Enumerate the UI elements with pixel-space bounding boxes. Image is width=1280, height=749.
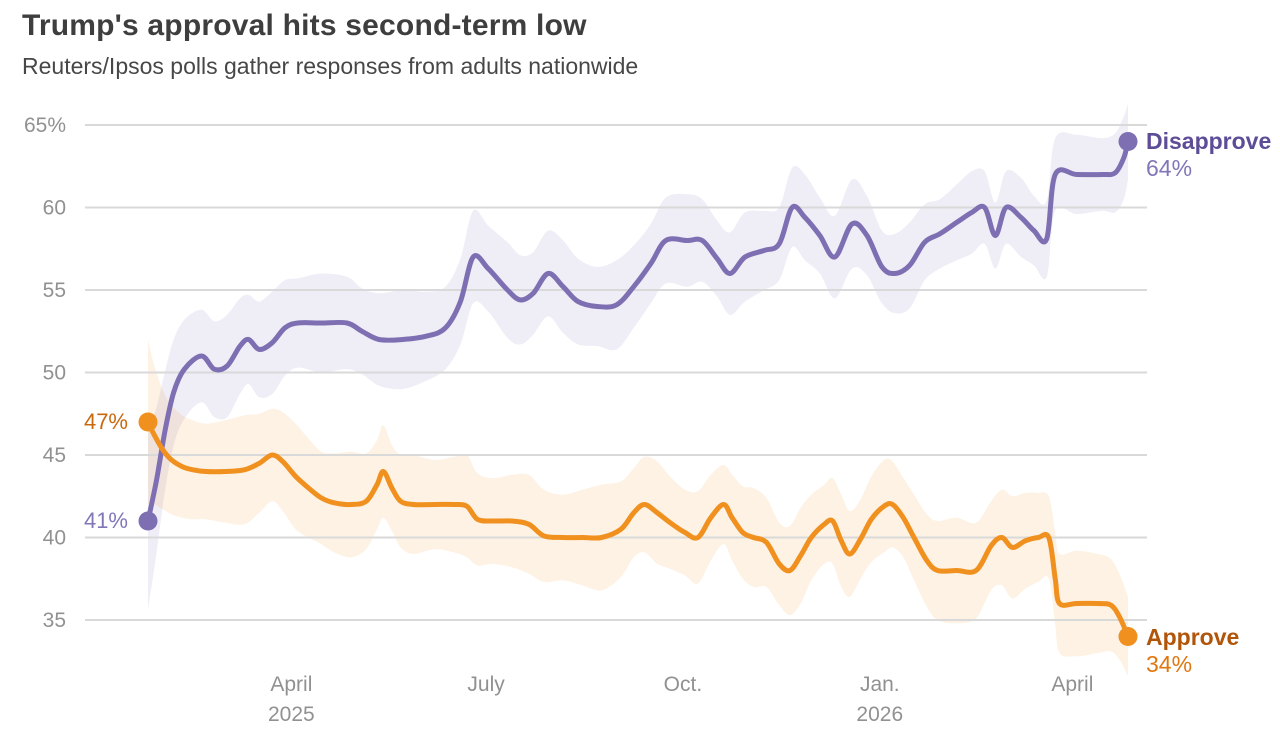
approve-start-value: 47% xyxy=(83,409,128,434)
x-axis-tick-label: July xyxy=(467,673,505,696)
approve-end-value: 34% xyxy=(1146,651,1193,677)
disapprove-start-value: 41% xyxy=(83,508,128,533)
series-lines xyxy=(138,132,1138,646)
disapprove-confidence-band xyxy=(148,103,1128,611)
y-axis-tick-label: 60 xyxy=(43,197,66,220)
x-axis-tick-label: April xyxy=(1051,673,1093,696)
x-axis-tick-label: April xyxy=(270,673,312,696)
y-axis-tick-label: 55 xyxy=(43,279,66,302)
chart-subtitle: Reuters/Ipsos polls gather responses fro… xyxy=(22,53,639,79)
x-axis-tick-label: Oct. xyxy=(664,673,703,696)
y-axis-tick-label: 40 xyxy=(43,527,66,550)
confidence-bands xyxy=(148,103,1128,677)
disapprove-line xyxy=(145,139,1131,524)
x-axis-tick-year: 2026 xyxy=(856,703,903,726)
disapprove-end-label: Disapprove xyxy=(1146,128,1272,154)
y-axis-tick-label: 45 xyxy=(43,444,66,467)
approve-end-label: Approve xyxy=(1146,624,1240,650)
y-axis-tick-label: 35 xyxy=(43,609,66,632)
y-axis-tick-label: 50 xyxy=(43,362,66,385)
y-axis-tick-label: 65% xyxy=(24,114,66,137)
disapprove-end-dot xyxy=(1118,132,1138,151)
approve-start-dot xyxy=(138,412,158,432)
disapprove-start-dot xyxy=(138,511,158,531)
chart-title: Trump's approval hits second-term low xyxy=(22,9,587,42)
approve-end-dot xyxy=(1118,627,1138,646)
x-axis-tick-label: Jan. xyxy=(860,673,900,696)
approve-line xyxy=(145,419,1131,639)
x-axis-tick-year: 2025 xyxy=(268,703,315,726)
disapprove-end-value: 64% xyxy=(1146,155,1193,181)
grid-and-axes: 65% 60 55 50 45 40 35 April 2025 July Oct. Jan. 2026… xyxy=(24,114,1147,726)
